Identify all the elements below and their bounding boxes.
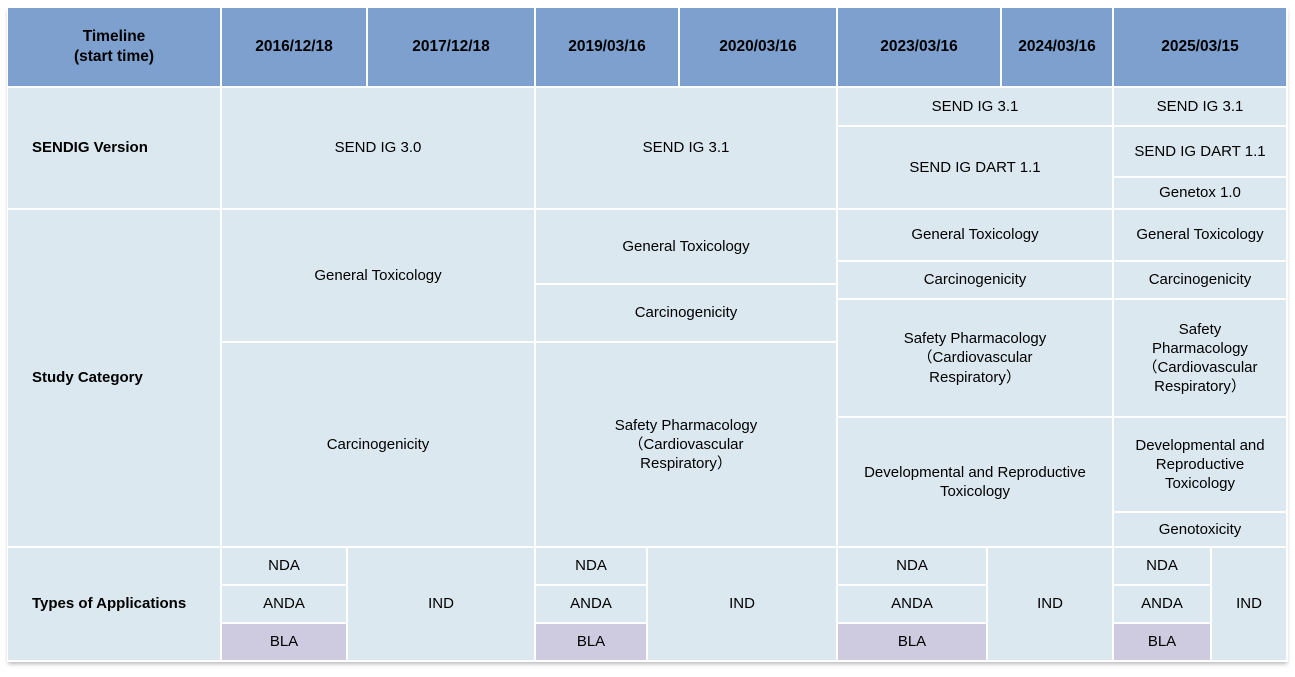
- cell-anda-2023: ANDA: [837, 585, 987, 623]
- cell-ind-2023-2024: IND: [987, 547, 1113, 661]
- cell-ind-2016-2017: IND: [347, 547, 535, 661]
- cell-carcinogenicity-2016-2017: Carcinogenicity: [221, 342, 535, 547]
- cell-sendig-dart-2023-2024: SEND IG DART 1.1: [837, 126, 1113, 209]
- cell-devrepro-2025: Developmental and Reproductive Toxicolog…: [1113, 417, 1287, 512]
- cell-safety-pharm-2023-2024: Safety Pharmacology （Cardiovascular Resp…: [837, 299, 1113, 417]
- cell-sendig-dart-2025: SEND IG DART 1.1: [1113, 126, 1287, 177]
- cell-gentox-2016-2017: General Toxicology: [221, 209, 535, 342]
- cell-sendig-31-2023-2024: SEND IG 3.1: [837, 87, 1113, 126]
- cell-nda-2019: NDA: [535, 547, 647, 585]
- cell-gentox-2019-2020: General Toxicology: [535, 209, 837, 284]
- cell-nda-2016: NDA: [221, 547, 347, 585]
- cell-bla-2025: BLA: [1113, 623, 1211, 661]
- header-date-2016: 2016/12/18: [221, 7, 367, 87]
- cell-gentox-2025: General Toxicology: [1113, 209, 1287, 261]
- cell-safety-pharm-2025: Safety Pharmacology （Cardiovascular Resp…: [1113, 299, 1287, 417]
- cell-nda-2025: NDA: [1113, 547, 1211, 585]
- cell-anda-2025: ANDA: [1113, 585, 1211, 623]
- cell-genotoxicity-2025: Genotoxicity: [1113, 512, 1287, 547]
- cell-sendig-30-2016-2017: SEND IG 3.0: [221, 87, 535, 209]
- cell-sendig-31-2019-2020: SEND IG 3.1: [535, 87, 837, 209]
- cell-anda-2016: ANDA: [221, 585, 347, 623]
- header-date-2023: 2023/03/16: [837, 7, 1001, 87]
- cell-safety-pharm-2019-2020: Safety Pharmacology （Cardiovascular Resp…: [535, 342, 837, 547]
- header-date-2017: 2017/12/18: [367, 7, 535, 87]
- header-timeline: Timeline (start time): [7, 7, 221, 87]
- header-date-2024: 2024/03/16: [1001, 7, 1113, 87]
- send-timeline-table: Timeline (start time) 2016/12/18 2017/12…: [7, 7, 1288, 662]
- cell-bla-2019: BLA: [535, 623, 647, 661]
- cell-ind-2019-2020: IND: [647, 547, 837, 661]
- cell-bla-2016: BLA: [221, 623, 347, 661]
- cell-ind-2025: IND: [1211, 547, 1287, 661]
- cell-carcinogenicity-2025: Carcinogenicity: [1113, 261, 1287, 299]
- cell-gentox-2023-2024: General Toxicology: [837, 209, 1113, 261]
- row-label-types-of-applications: Types of Applications: [7, 547, 221, 661]
- header-date-2025: 2025/03/15: [1113, 7, 1287, 87]
- cell-devrepro-2023-2024: Developmental and Reproductive Toxicolog…: [837, 417, 1113, 547]
- cell-carcinogenicity-2019-2020: Carcinogenicity: [535, 284, 837, 342]
- header-date-2019: 2019/03/16: [535, 7, 679, 87]
- header-date-2020: 2020/03/16: [679, 7, 837, 87]
- cell-nda-2023: NDA: [837, 547, 987, 585]
- row-label-sendig-version: SENDIG Version: [7, 87, 221, 209]
- cell-anda-2019: ANDA: [535, 585, 647, 623]
- cell-sendig-31-2025: SEND IG 3.1: [1113, 87, 1287, 126]
- cell-bla-2023: BLA: [837, 623, 987, 661]
- row-label-study-category: Study Category: [7, 209, 221, 547]
- cell-sendig-genetox-2025: Genetox 1.0: [1113, 177, 1287, 209]
- cell-carcinogenicity-2023-2024: Carcinogenicity: [837, 261, 1113, 299]
